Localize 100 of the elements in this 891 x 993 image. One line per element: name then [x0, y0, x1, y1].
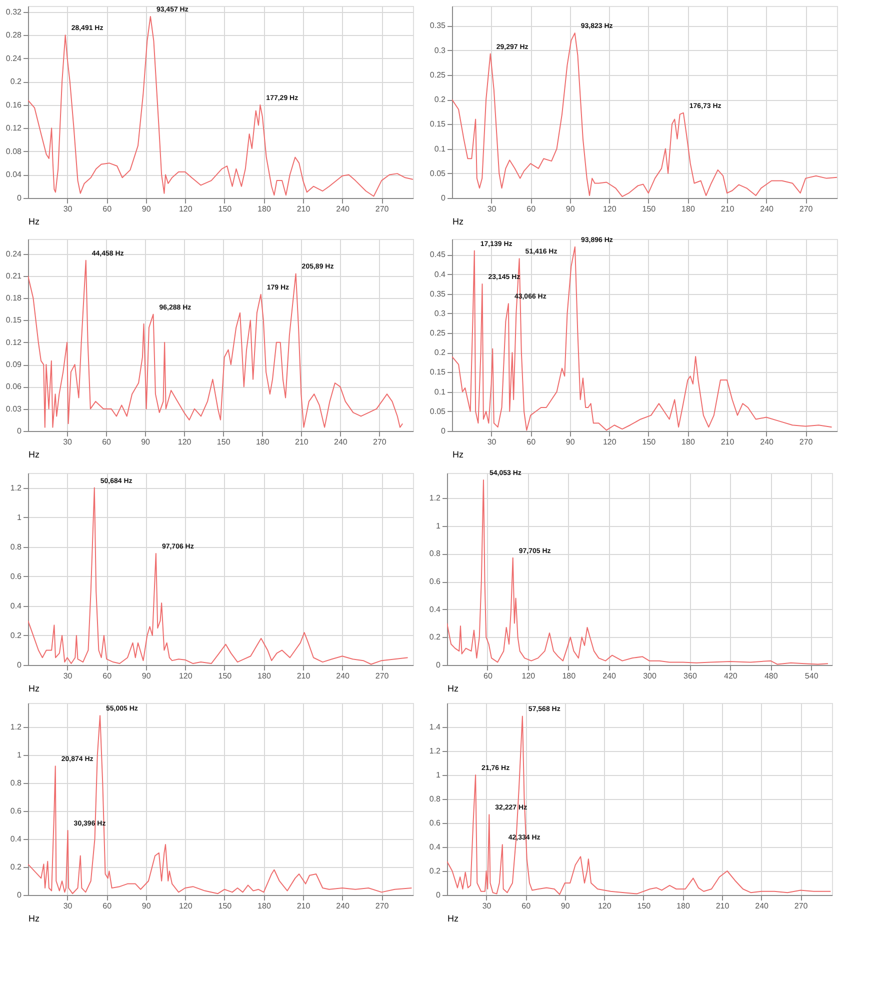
- y-tick-label: 0: [436, 890, 442, 900]
- x-tick-label: 540: [804, 672, 819, 680]
- x-tick-label: 180: [682, 438, 696, 446]
- line-series: [28, 260, 404, 428]
- x-tick-label: 210: [720, 204, 735, 214]
- y-tick-label: 0.32: [6, 7, 22, 16]
- x-tick-label: 270: [373, 438, 387, 446]
- y-tick-label: 0.4: [10, 601, 22, 610]
- x-tick-label: 30: [482, 902, 492, 910]
- y-tick-label: 0.8: [10, 778, 22, 788]
- x-tick-label: 210: [296, 204, 311, 214]
- x-tick-label: 210: [720, 438, 735, 446]
- y-tick-label: 0.3: [434, 308, 446, 318]
- line-series: [447, 479, 828, 665]
- y-tick-label: 0.2: [429, 866, 442, 876]
- line-series: [452, 246, 832, 431]
- x-tick-label: 60: [526, 438, 536, 446]
- x-tick-label: 210: [296, 672, 311, 680]
- y-tick-label: 0.1: [434, 144, 446, 154]
- x-tick-label: 90: [142, 902, 152, 910]
- y-tick-label: 0.18: [6, 294, 22, 303]
- x-axis-title: Hz: [28, 450, 40, 460]
- x-tick-label: 210: [296, 902, 311, 910]
- y-tick-label: 1.4: [429, 722, 442, 732]
- x-tick-label: 30: [487, 438, 497, 446]
- x-tick-label: 270: [375, 672, 390, 680]
- x-axis-title: Hz: [452, 216, 464, 226]
- y-tick-label: 0.6: [429, 577, 442, 586]
- x-tick-label: 180: [562, 672, 576, 680]
- x-tick-label: 90: [142, 672, 152, 680]
- x-tick-label: 240: [334, 438, 348, 446]
- x-tick-label: 240: [336, 204, 350, 214]
- x-tick-label: 180: [676, 902, 690, 910]
- x-tick-label: 120: [178, 902, 193, 910]
- y-tick-label: 0.4: [429, 604, 442, 614]
- y-tick-label: 0.8: [10, 542, 22, 552]
- y-tick-label: 1: [17, 512, 22, 522]
- y-tick-label: 0: [17, 426, 22, 436]
- x-tick-label: 120: [178, 204, 193, 214]
- x-tick-label: 120: [602, 438, 617, 446]
- y-tick-label: 0: [436, 660, 442, 670]
- x-tick-label: 270: [799, 204, 814, 214]
- x-tick-label: 270: [794, 902, 808, 910]
- x-tick-label: 240: [336, 672, 350, 680]
- x-tick-label: 60: [102, 672, 112, 680]
- x-tick-label: 270: [799, 438, 814, 446]
- x-tick-label: 90: [560, 902, 570, 910]
- x-tick-label: 150: [218, 672, 232, 680]
- x-tick-label: 180: [258, 204, 272, 214]
- y-tick-label: 0.8: [429, 549, 442, 558]
- x-tick-label: 210: [294, 438, 309, 446]
- y-tick-label: 0.3: [434, 46, 446, 55]
- x-tick-label: 150: [637, 902, 652, 910]
- y-tick-label: 0.28: [6, 30, 22, 40]
- x-axis-title: Hz: [28, 684, 40, 694]
- x-tick-label: 60: [526, 204, 536, 214]
- x-tick-label: 270: [375, 204, 390, 214]
- y-tick-label: 0.09: [6, 360, 22, 370]
- x-axis-title: Hz: [28, 216, 40, 226]
- x-tick-label: 120: [522, 672, 536, 680]
- y-tick-label: 0.08: [6, 146, 22, 156]
- x-tick-label: 90: [566, 204, 576, 214]
- y-tick-label: 1.2: [429, 746, 442, 756]
- y-tick-label: 0.4: [10, 834, 22, 844]
- y-tick-label: 0.12: [6, 124, 22, 133]
- x-tick-label: 240: [760, 204, 774, 214]
- x-tick-label: 120: [598, 902, 612, 910]
- x-tick-label: 60: [102, 902, 112, 910]
- x-tick-label: 30: [63, 204, 73, 214]
- x-tick-label: 240: [760, 438, 774, 446]
- y-tick-label: 0.12: [6, 338, 22, 347]
- x-tick-label: 300: [643, 672, 657, 680]
- y-tick-label: 0.25: [430, 328, 446, 338]
- x-tick-label: 150: [218, 902, 232, 910]
- x-tick-label: 270: [375, 902, 390, 910]
- x-tick-label: 240: [602, 672, 617, 680]
- y-tick-label: 0: [441, 194, 446, 202]
- y-tick-label: 0.1: [434, 387, 446, 396]
- x-tick-label: 150: [642, 438, 656, 446]
- y-tick-label: 0.15: [6, 316, 22, 325]
- x-axis-title: Hz: [448, 684, 459, 694]
- x-tick-label: 30: [63, 672, 73, 680]
- y-tick-label: 0: [17, 660, 22, 670]
- y-tick-label: 1.2: [429, 494, 442, 503]
- y-tick-label: 0: [17, 194, 22, 202]
- y-tick-label: 0: [17, 890, 22, 900]
- y-tick-label: 0.04: [6, 170, 22, 180]
- x-tick-label: 420: [724, 672, 738, 680]
- y-tick-label: 0.24: [6, 249, 22, 258]
- x-tick-label: 180: [682, 204, 696, 214]
- y-tick-label: 0.24: [6, 54, 22, 63]
- x-tick-label: 60: [522, 902, 532, 910]
- y-tick-label: 0.45: [430, 250, 446, 260]
- y-tick-label: 0: [441, 426, 446, 436]
- x-tick-label: 60: [484, 672, 493, 680]
- x-tick-label: 60: [102, 438, 112, 446]
- y-tick-label: 0.2: [10, 862, 22, 872]
- x-tick-label: 150: [642, 204, 656, 214]
- x-tick-label: 60: [102, 204, 112, 214]
- y-tick-label: 0.16: [6, 100, 22, 110]
